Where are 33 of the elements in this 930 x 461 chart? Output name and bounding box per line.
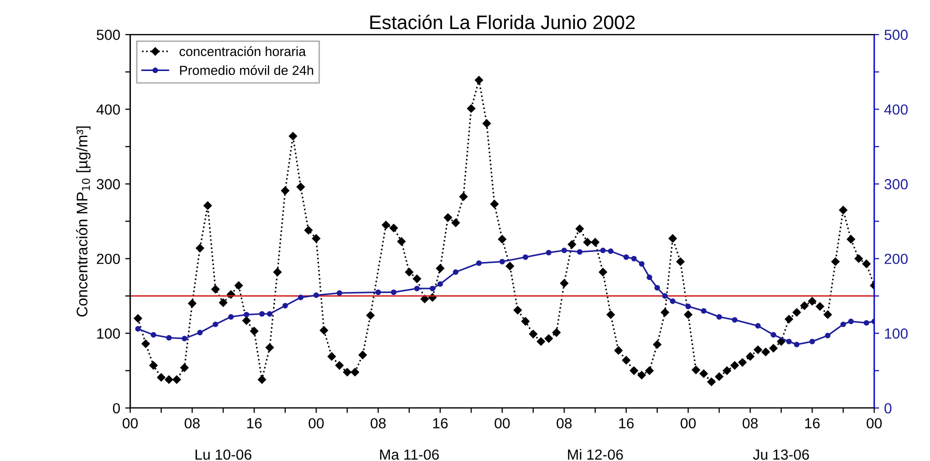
y-tick-label: 0 [112, 403, 120, 414]
y2-tick-label: 100 [885, 328, 908, 339]
legend-label: concentración horaria [180, 46, 306, 56]
y2-tick-label: 300 [884, 179, 908, 190]
y2-tick-label: 200 [884, 254, 908, 264]
x-tick-label: 00 [680, 418, 696, 428]
x-tick-label: 00 [122, 418, 138, 428]
x-tick-label: 08 [742, 418, 758, 428]
text: Ju 13-06 [753, 449, 809, 460]
x-tick-label: 00 [866, 418, 882, 428]
chart-title: Estación La Florida Junio 2002 [370, 14, 635, 30]
y2-tick-label: 400 [884, 104, 908, 115]
y-tick-label: 200 [96, 254, 120, 264]
text: Lu 10-06 [196, 449, 252, 460]
x-tick-label: 16 [619, 418, 634, 428]
y-axis-title: Concentración MP$_{10}$ [µg/m³] [76, 126, 90, 317]
x-tick-label: 16 [805, 418, 820, 428]
y-tick-label: 100 [97, 328, 120, 339]
x-tick-label: 00 [494, 418, 510, 428]
y-tick-label: 300 [96, 179, 120, 190]
y2-tick-label: 500 [884, 30, 908, 40]
text: Mi 12-06 [568, 449, 623, 460]
text: Ma 11-06 [380, 449, 439, 460]
x-tick-label: 00 [308, 418, 324, 428]
x-tick-label: 08 [556, 418, 572, 428]
y2-tick-label: 0 [884, 403, 892, 414]
y-tick-label: 500 [96, 30, 120, 40]
x-tick-label: 08 [184, 418, 200, 428]
legend-label: Promedio móvil de 24h [180, 65, 314, 76]
x-tick-label: 16 [433, 418, 448, 428]
x-tick-label: 08 [370, 418, 386, 428]
y-tick-label: 400 [96, 104, 120, 115]
x-tick-label: 16 [247, 418, 262, 428]
